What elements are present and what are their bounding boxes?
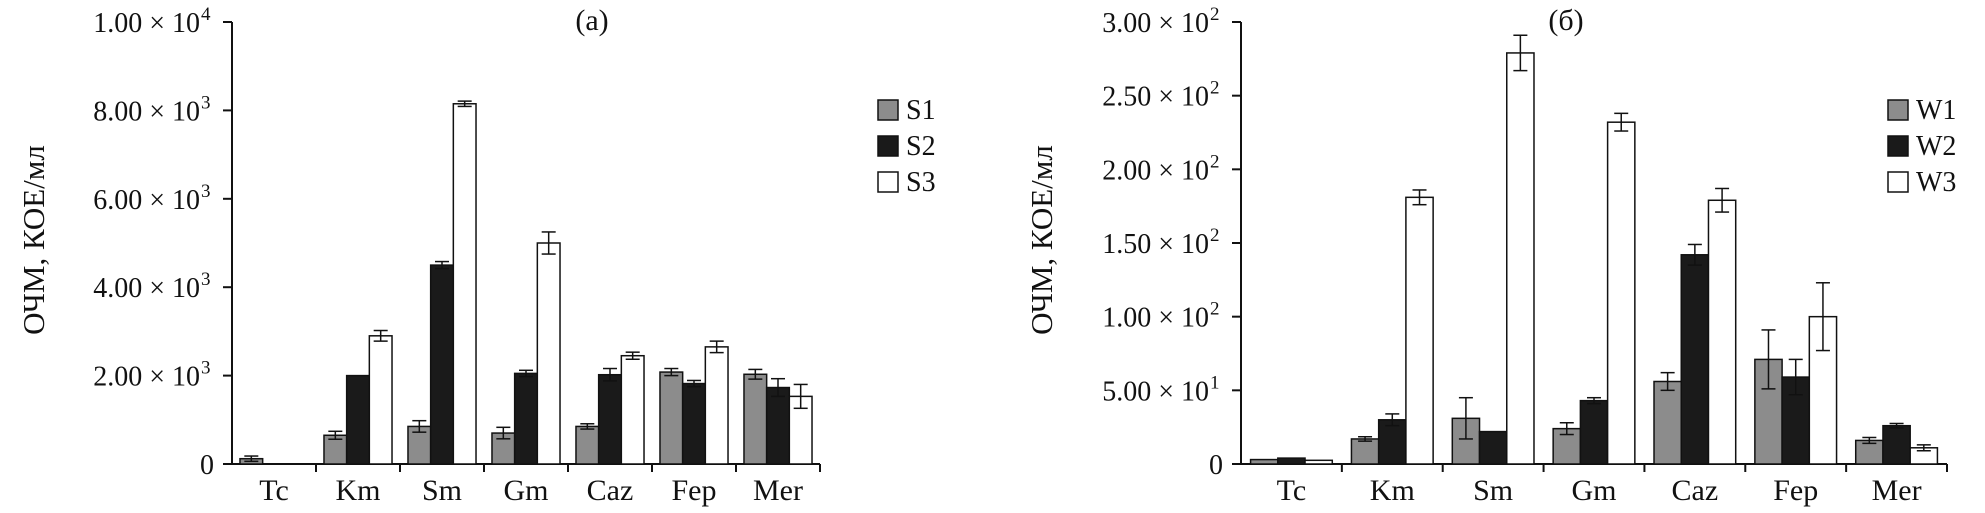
category-label-Km: Km [336, 474, 381, 507]
legend-label-W2: W2 [1916, 131, 1956, 162]
y-tick-label: 1.50 × 10 [1102, 229, 1209, 260]
y-tick-label: 5.00 × 10 [1102, 376, 1209, 407]
y-axis-label: ОЧМ, КОЕ/мл [16, 145, 51, 335]
chart-title: (б) [1548, 4, 1583, 37]
bar-S3-Km [368, 335, 393, 465]
y-tick-label: 1.00 × 10 [93, 8, 200, 39]
bar-S3-Fep [704, 346, 729, 465]
bar-W1-Km [1350, 438, 1380, 465]
y-tick-exponent: 2 [1210, 78, 1220, 99]
bar-S3-Gm [536, 242, 561, 465]
y-tick-exponent: 1 [1210, 372, 1220, 393]
bar-W3-Gm [1606, 121, 1636, 465]
bar-W2-Caz [1680, 254, 1710, 465]
y-tick-label: 1.00 × 10 [1102, 303, 1209, 334]
bar-S3-Sm [452, 103, 477, 465]
category-label-Sm: Sm [1473, 474, 1513, 507]
chart-panel-a: 02.00 × 10 34.00 × 10 36.00 × 10 38.00 × 10… [16, 4, 936, 507]
category-label-Tc: Tc [259, 474, 289, 507]
legend-swatch-W2 [1887, 135, 1909, 157]
bar-S2-Sm [429, 264, 455, 465]
category-label-Mer: Mer [753, 474, 803, 507]
category-label-Gm: Gm [1572, 474, 1617, 507]
legend-swatch-W3 [1887, 171, 1909, 193]
legend-swatch-S2 [877, 135, 899, 157]
bar-S3-Caz [620, 354, 645, 465]
bar-S2-Caz [597, 373, 623, 465]
bar-W2-Mer [1882, 424, 1911, 465]
y-tick-exponent: 2 [1210, 299, 1220, 320]
bar-W2-Tc [1277, 457, 1306, 465]
legend-swatch-S1 [877, 99, 899, 121]
bar-W1-Caz [1653, 380, 1682, 465]
legend-label-W3: W3 [1916, 167, 1956, 198]
legend-swatch-W1 [1887, 99, 1909, 121]
legend-label-W1: W1 [1916, 95, 1956, 126]
chart-title: (a) [575, 4, 608, 37]
legend-label-S1: S1 [906, 95, 936, 126]
y-tick-label: 8.00 × 10 [93, 96, 200, 127]
y-tick-exponent: 3 [201, 92, 211, 113]
y-tick-exponent: 4 [201, 4, 211, 25]
bar-S1-Mer [743, 373, 768, 465]
y-tick-exponent: 2 [1210, 225, 1220, 246]
bar-S2-Gm [513, 372, 539, 465]
bar-S2-Km [345, 374, 371, 465]
category-label-Caz: Caz [1672, 474, 1719, 507]
category-label-Sm: Sm [422, 474, 462, 507]
y-axis-label: ОЧМ, КОЕ/мл [1024, 145, 1059, 335]
bar-W2-Sm [1478, 430, 1508, 465]
y-tick-exponent: 2 [1210, 4, 1220, 25]
y-tick-label: 2.00 × 10 [93, 362, 200, 393]
y-tick-exponent: 2 [1210, 151, 1220, 172]
bar-W3-Tc [1304, 459, 1334, 465]
y-tick-label: 2.00 × 10 [1102, 155, 1209, 186]
category-label-Gm: Gm [504, 474, 549, 507]
bar-W3-Sm [1506, 52, 1535, 465]
bar-S1-Caz [575, 425, 600, 465]
y-tick-exponent: 3 [201, 269, 211, 290]
y-tick-label: 3.00 × 10 [1102, 8, 1209, 39]
y-tick-label: 0 [1209, 450, 1223, 481]
bar-S2-Mer [765, 386, 791, 465]
category-label-Km: Km [1370, 474, 1415, 507]
y-tick-label: 6.00 × 10 [93, 185, 200, 216]
category-label-Caz: Caz [587, 474, 634, 507]
bar-W1-Tc [1249, 458, 1279, 465]
bar-S1-Fep [659, 371, 684, 465]
y-tick-label: 0 [200, 450, 214, 481]
category-label-Mer: Mer [1872, 474, 1922, 507]
chart-panel-b: 05.00 × 10 11.00 × 10 21.50 × 10 22.00 × 10… [1024, 4, 1956, 507]
bar-S2-Fep [681, 382, 707, 465]
legend-swatch-S3 [877, 171, 899, 193]
y-tick-exponent: 3 [201, 358, 211, 379]
bar-W3-Caz [1707, 199, 1737, 465]
legend-label-S3: S3 [906, 167, 936, 198]
bar-W3-Km [1405, 196, 1434, 465]
category-label-Tc: Tc [1277, 474, 1307, 507]
y-tick-label: 2.50 × 10 [1102, 82, 1209, 113]
category-label-Fep: Fep [672, 474, 717, 507]
y-tick-exponent: 3 [201, 181, 211, 202]
bar-W2-Gm [1579, 399, 1609, 465]
category-label-Fep: Fep [1773, 474, 1818, 507]
y-tick-label: 4.00 × 10 [93, 273, 200, 304]
legend-label-S2: S2 [906, 131, 936, 162]
